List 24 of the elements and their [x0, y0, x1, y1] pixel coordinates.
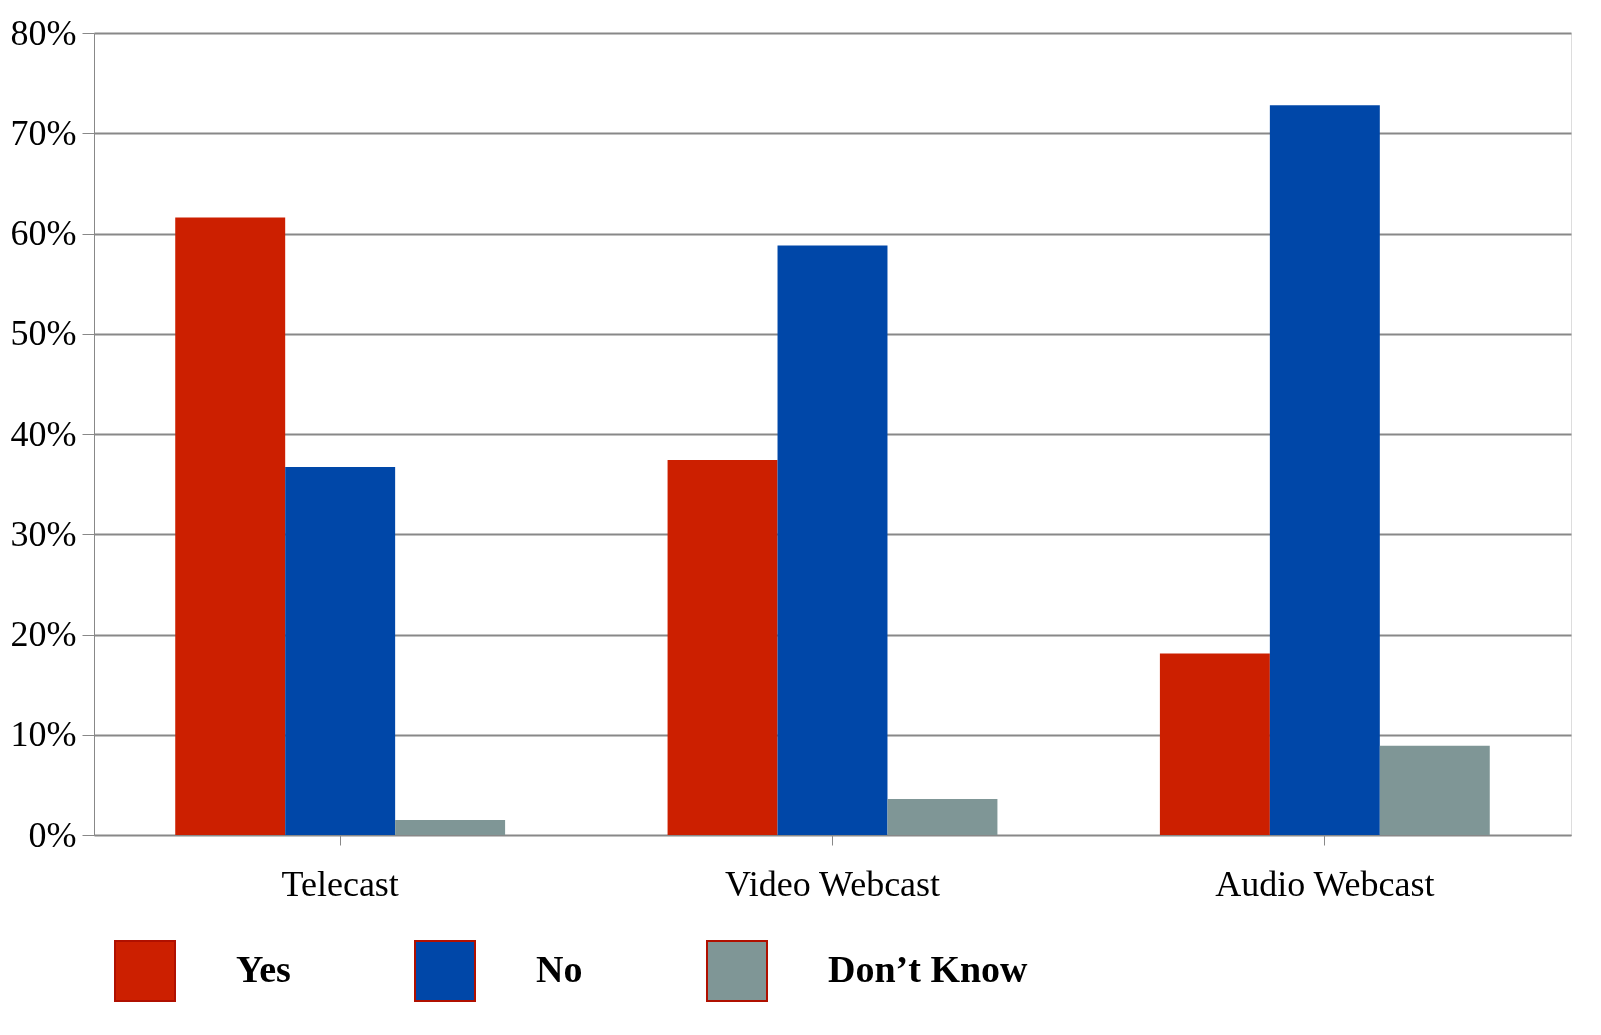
legend-label: Yes	[236, 948, 291, 990]
y-tick-label: 0%	[28, 814, 77, 855]
y-tick-label: 60%	[10, 213, 77, 253]
x-tick-label: Audio Webcast	[1215, 863, 1435, 904]
bar	[1379, 745, 1490, 835]
x-tick-label: Video Webcast	[724, 863, 941, 904]
bar	[667, 460, 778, 835]
y-tick-label: 50%	[10, 313, 77, 354]
bar	[1159, 653, 1270, 835]
legend-label: No	[536, 948, 583, 990]
legend-label: Don’t Know	[828, 948, 1029, 990]
y-tick-label: 40%	[10, 413, 77, 454]
bar	[175, 217, 286, 835]
y-tick-label: 10%	[10, 714, 77, 755]
bar	[395, 819, 506, 835]
y-tick-label: 80%	[10, 12, 77, 53]
y-tick-label: 70%	[10, 112, 77, 153]
x-tick-label: Telecast	[281, 863, 399, 904]
bar	[887, 798, 998, 835]
y-tick-label: 20%	[10, 614, 77, 654]
y-tick-label: 30%	[10, 513, 77, 554]
bar	[285, 467, 396, 835]
bar	[1269, 105, 1380, 835]
bar	[777, 245, 888, 835]
